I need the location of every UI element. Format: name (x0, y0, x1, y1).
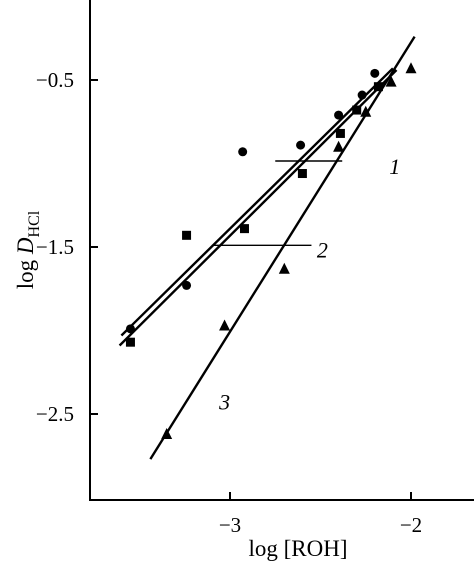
marker-square (125, 337, 135, 347)
marker-triangle (405, 62, 417, 74)
marker-circle (370, 68, 380, 78)
marker-square (182, 230, 192, 240)
marker-circle (334, 110, 344, 120)
marker-circle (357, 90, 367, 100)
y-axis-title-log: log (13, 254, 38, 289)
marker-triangle (333, 140, 345, 152)
marker-circle (125, 324, 135, 334)
y-axis-title-sub: HCl (26, 210, 43, 237)
marker-triangle (161, 428, 173, 440)
series-label-1: 1 (389, 154, 400, 179)
x-tick-label: −2 (400, 513, 422, 537)
marker-circle (238, 147, 248, 157)
marker-square (239, 224, 249, 234)
fit-lines (118, 35, 416, 460)
y-tick-label: −2.5 (36, 402, 74, 426)
ticks: −3 −2 −0.5 −1.5 −2.5 (36, 68, 422, 537)
y-tick-label: −0.5 (36, 68, 74, 92)
y-axis-title-d: D (13, 237, 38, 255)
series-labels: 1 2 3 (218, 154, 400, 414)
fit-line-series-1 (120, 67, 394, 337)
data-markers (125, 62, 417, 440)
marker-square (335, 128, 345, 138)
x-axis-title: log [ROH] (248, 536, 347, 561)
marker-square (352, 105, 362, 115)
marker-circle (182, 280, 192, 290)
fit-line-series-3 (149, 35, 416, 460)
series-label-3: 3 (218, 389, 230, 414)
marker-square (297, 169, 307, 179)
label-leaders (211, 160, 343, 247)
marker-square (373, 82, 383, 92)
y-axis-title: log DHCl (13, 210, 43, 289)
x-tick-label: −3 (219, 513, 241, 537)
marker-circle (296, 140, 306, 150)
fit-line-series-2 (118, 69, 398, 347)
marker-triangle (360, 105, 372, 117)
series-label-2: 2 (317, 237, 328, 262)
axes (89, 0, 474, 501)
y-tick-label: −1.5 (36, 235, 74, 259)
marker-triangle (278, 262, 290, 274)
marker-triangle (385, 75, 397, 87)
marker-triangle (219, 319, 231, 331)
